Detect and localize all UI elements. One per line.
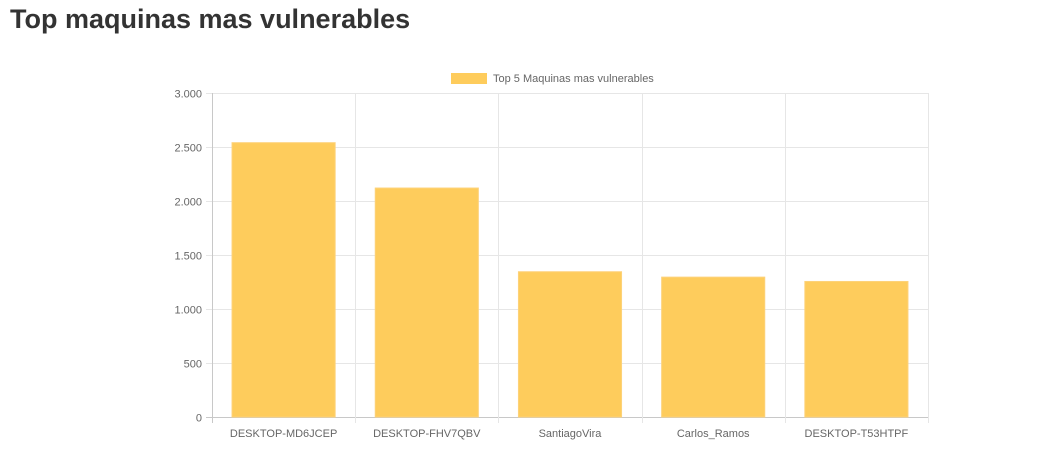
page-title: Top maquinas mas vulnerables — [10, 4, 411, 34]
chart-legend[interactable]: Top 5 Maquinas mas vulnerables — [451, 73, 654, 85]
chart-bars — [231, 142, 909, 418]
y-tick-label: 0 — [196, 413, 202, 425]
y-axis-ticks: 0 500 1.000 1.500 2.000 2.500 3.000 — [174, 89, 202, 425]
legend-swatch[interactable] — [451, 73, 487, 84]
y-tick-label: 1.000 — [174, 305, 202, 317]
x-tick-label: DESKTOP-FHV7QBV — [373, 428, 481, 440]
bar[interactable] — [231, 142, 336, 418]
y-tick-label: 2.500 — [174, 143, 202, 155]
x-axis-ticks: DESKTOP-MD6JCEP DESKTOP-FHV7QBV SantiagoVi… — [230, 428, 909, 440]
bar[interactable] — [804, 280, 909, 418]
x-tick-label: Carlos_Ramos — [677, 428, 750, 440]
bar[interactable] — [661, 276, 766, 418]
bar[interactable] — [374, 187, 479, 418]
y-tick-label: 2.000 — [174, 197, 202, 209]
x-tick-label: DESKTOP-MD6JCEP — [230, 428, 337, 440]
y-tick-label: 3.000 — [174, 89, 202, 101]
legend-label[interactable]: Top 5 Maquinas mas vulnerables — [493, 73, 654, 85]
y-tick-label: 1.500 — [174, 251, 202, 263]
bar[interactable] — [517, 271, 623, 418]
y-tick-label: 500 — [184, 359, 202, 371]
x-tick-label: DESKTOP-T53HTPF — [805, 428, 909, 440]
x-tick-label: SantiagoVira — [539, 428, 603, 440]
